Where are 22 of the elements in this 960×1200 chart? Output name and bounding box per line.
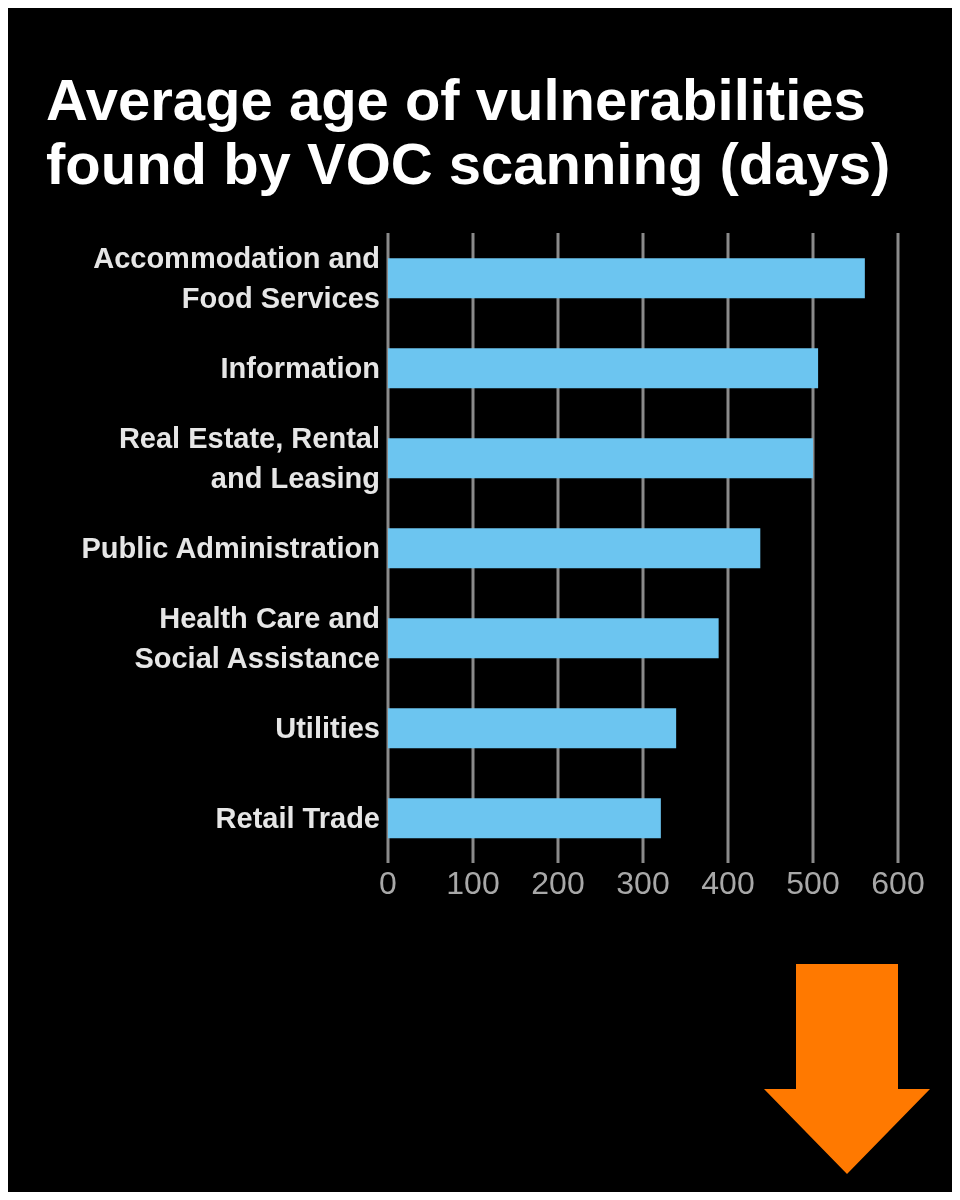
bar <box>388 258 865 299</box>
y-tick-label: Real Estate, Rental and Leasing <box>118 422 380 494</box>
y-tick-label: Utilities <box>275 712 380 744</box>
x-tick-label: 600 <box>871 864 925 901</box>
bar <box>388 708 677 749</box>
bar <box>388 348 819 389</box>
x-tick-label: 300 <box>616 864 670 901</box>
bar <box>388 798 661 839</box>
bar <box>388 528 761 569</box>
y-tick-label: Health Care and Social Assistance <box>134 602 380 674</box>
y-tick-label: Retail Trade <box>215 802 380 834</box>
chart-title: Average age of vulnerabilities found by VOC scanning (days) <box>46 67 892 196</box>
y-tick-label: Information <box>220 352 380 384</box>
x-tick-label: 100 <box>446 864 500 901</box>
x-tick-label: 200 <box>531 864 585 901</box>
x-tick-label: 0 <box>379 864 397 901</box>
bar <box>388 438 813 479</box>
y-tick-label: Public Administration <box>81 532 380 564</box>
x-tick-label: 500 <box>786 864 840 901</box>
bar <box>388 618 719 659</box>
x-tick-label: 400 <box>701 864 755 901</box>
y-tick-label: Accommodation and Food Services <box>93 242 380 314</box>
